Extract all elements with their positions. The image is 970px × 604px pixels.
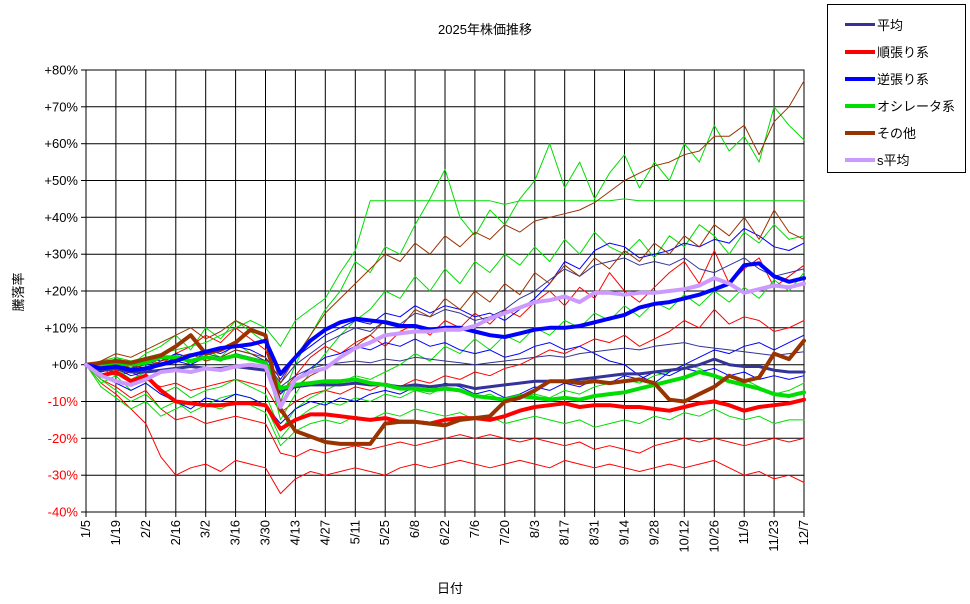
series-line-sonota_m2	[85, 209, 805, 402]
y-tick-label: -40%	[48, 505, 79, 520]
series-line-junbari	[84, 362, 806, 432]
series-line-osc_m2	[85, 106, 805, 402]
x-tick-label: 1/5	[78, 520, 93, 538]
series-line-junbari_m2	[85, 364, 805, 458]
legend-swatch-line	[845, 49, 875, 54]
legend-item-heikin: 平均	[828, 11, 965, 38]
y-tick-label: +60%	[44, 136, 78, 151]
series-line-junbari_m4	[85, 308, 805, 414]
legend-item-s_heikin: s平均	[828, 146, 965, 173]
legend-label: 逆張り系	[877, 72, 930, 87]
x-tick-label: 11/9	[736, 520, 751, 544]
x-tick-label: 8/3	[527, 520, 542, 538]
legend-label: 平均	[877, 18, 904, 33]
legend-label: s平均	[877, 153, 910, 168]
x-tick-label: 6/22	[437, 520, 452, 545]
legend-swatch-line	[845, 157, 875, 162]
y-tick-label: -20%	[48, 431, 79, 446]
chart-title: 2025年株価推移	[438, 22, 532, 37]
x-tick-label: 9/14	[617, 520, 632, 545]
x-tick-label: 2/2	[138, 520, 153, 538]
x-tick-label: 11/23	[766, 520, 781, 552]
x-tick-label: 2/16	[168, 520, 183, 545]
y-tick-label: -30%	[48, 468, 79, 483]
y-tick-label: +10%	[44, 320, 78, 335]
x-tick-label: 3/30	[258, 520, 273, 545]
legend-label: オシレータ系	[877, 99, 956, 114]
y-tick-label: +70%	[44, 99, 78, 114]
series-line-sonota_m1	[85, 80, 805, 384]
series-line-osc_m1	[85, 198, 805, 366]
legend-item-oscillator: オシレータ系	[828, 92, 965, 119]
x-tick-label: 8/31	[587, 520, 602, 545]
series-line-s_heikin	[84, 276, 806, 409]
series-line-osc_m4	[85, 272, 805, 432]
legend-item-junbari: 順張り系	[828, 38, 965, 65]
series-line-oscillator	[84, 353, 806, 402]
legend-swatch-line	[845, 103, 875, 108]
x-axis-title: 日付	[436, 581, 463, 596]
plot-border	[85, 69, 805, 513]
y-tick-label: +30%	[44, 247, 78, 262]
x-tick-label: 3/16	[228, 520, 243, 545]
x-tick-label: 5/25	[377, 520, 392, 545]
x-tick-label: 6/8	[407, 520, 422, 538]
x-tick-label: 7/20	[497, 520, 512, 545]
legend-swatch-line	[845, 130, 875, 135]
y-tick-label: +20%	[44, 284, 78, 299]
y-tick-label: +40%	[44, 210, 78, 225]
legend-item-gyakubari: 逆張り系	[828, 65, 965, 92]
x-tick-label: 12/7	[796, 520, 811, 545]
x-tick-label: 7/6	[467, 520, 482, 538]
y-tick-label: +50%	[44, 173, 78, 188]
legend-label: その他	[877, 126, 917, 141]
legend-label: 順張り系	[877, 45, 930, 60]
x-tick-label: 8/17	[557, 520, 572, 545]
x-tick-label: 10/12	[676, 520, 691, 553]
x-tick-label: 1/19	[108, 520, 123, 545]
legend-swatch-line	[845, 23, 875, 26]
x-tick-label: 3/2	[198, 520, 213, 538]
series-line-junbari_m1	[85, 364, 805, 495]
x-tick-label: 5/11	[347, 520, 362, 544]
x-tick-label: 4/13	[287, 520, 302, 545]
legend-swatch-line	[845, 76, 875, 81]
legend: 平均順張り系逆張り系オシレータ系 その他 s平均	[827, 4, 966, 173]
x-tick-label: 10/26	[706, 520, 721, 553]
series-line-junbari_m3	[85, 250, 805, 395]
x-tick-label: 4/27	[317, 520, 332, 545]
y-tick-label: +80%	[44, 63, 78, 78]
x-tick-label: 9/28	[646, 520, 661, 545]
y-tick-label: -10%	[48, 394, 79, 409]
legend-item-sonota: その他	[828, 119, 965, 146]
y-tick-label: +0%	[52, 357, 79, 372]
